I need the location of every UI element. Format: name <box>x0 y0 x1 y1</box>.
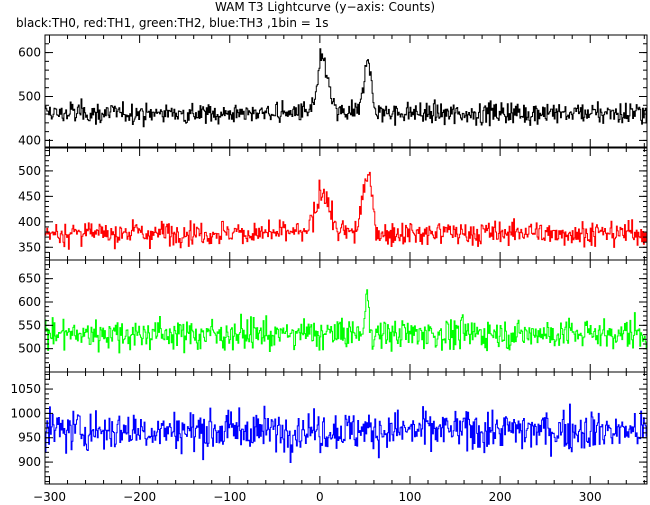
panel-frame-th1 <box>44 147 648 261</box>
y-tick-label: 500 <box>18 164 41 178</box>
x-tick-label: −300 <box>33 490 66 504</box>
x-tick-label: −100 <box>213 490 246 504</box>
y-tick-label: 550 <box>18 318 41 332</box>
series-line-th1 <box>45 171 647 250</box>
panel-frame-th2 <box>44 259 648 373</box>
y-tick-label: 1000 <box>10 406 41 420</box>
y-tick-label: 600 <box>18 295 41 309</box>
series-line-th2 <box>45 289 647 354</box>
panel-frame-th0 <box>44 34 648 148</box>
y-tick-label: 500 <box>18 89 41 103</box>
y-tick-label: 650 <box>18 272 41 286</box>
chart-subtitle: black:TH0, red:TH1, green:TH2, blue:TH3 … <box>16 16 329 30</box>
x-tick-label: 200 <box>489 490 512 504</box>
x-tick-label: 0 <box>316 490 324 504</box>
y-tick-label: 600 <box>18 46 41 60</box>
x-tick-label: 300 <box>579 490 602 504</box>
x-tick-label: 100 <box>399 490 422 504</box>
y-tick-label: 400 <box>18 133 41 147</box>
series-line-th3 <box>45 403 647 463</box>
y-tick-label: 500 <box>18 342 41 356</box>
y-tick-label: 400 <box>18 215 41 229</box>
chart-title: WAM T3 Lightcurve (y−axis: Counts) <box>214 0 436 14</box>
y-tick-label: 350 <box>18 240 41 254</box>
y-tick-label: 950 <box>18 431 41 445</box>
y-tick-label: 450 <box>18 189 41 203</box>
y-tick-label: 1050 <box>10 382 41 396</box>
y-tick-label: 900 <box>18 455 41 469</box>
series-line-th0 <box>45 48 647 128</box>
x-tick-label: −200 <box>123 490 156 504</box>
